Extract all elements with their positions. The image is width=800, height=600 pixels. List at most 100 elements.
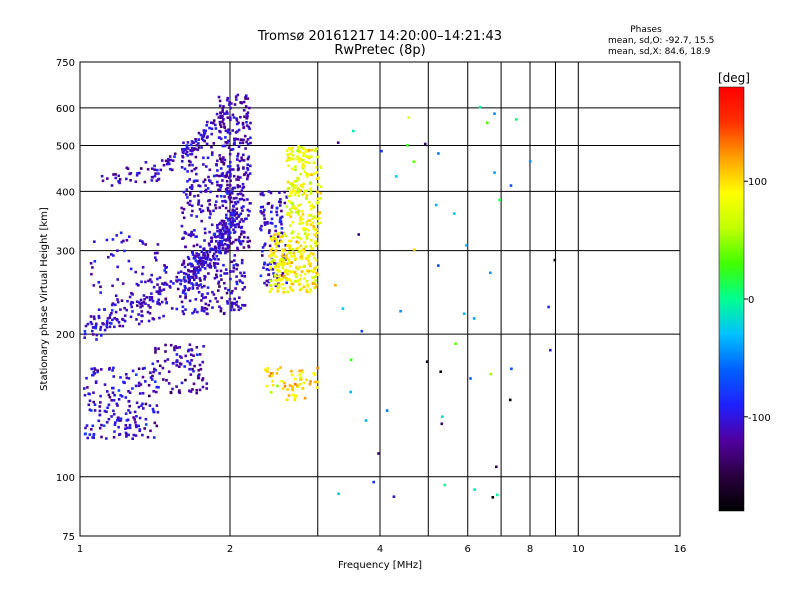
echo-point — [277, 265, 281, 269]
echo-point — [300, 257, 303, 261]
echo-point — [224, 222, 228, 225]
echo-point — [202, 252, 205, 255]
echo-point — [266, 220, 269, 224]
echo-point — [127, 377, 131, 380]
echo-point — [273, 259, 276, 262]
echo-point — [189, 149, 193, 152]
echo-point — [202, 263, 206, 266]
echo-point — [247, 155, 251, 159]
echo-point — [229, 175, 232, 178]
echo-point — [206, 255, 210, 259]
echo-point — [208, 265, 211, 269]
echo-point — [103, 328, 107, 332]
echo-point — [235, 119, 239, 122]
echo-point — [244, 97, 247, 100]
echo-point — [192, 244, 196, 248]
echo-point — [282, 274, 286, 278]
echo-point — [188, 262, 192, 265]
echo-point — [246, 142, 250, 146]
echo-point — [271, 380, 274, 383]
echo-point — [117, 179, 120, 183]
echo-point — [268, 244, 272, 248]
echo-point — [93, 409, 97, 412]
echo-point — [246, 138, 250, 141]
echo-point — [227, 228, 231, 232]
echo-point — [249, 164, 252, 168]
echo-point — [263, 243, 266, 247]
echo-point — [103, 383, 107, 386]
echo-point — [116, 404, 119, 407]
echo-point — [212, 209, 215, 213]
echo-point — [119, 376, 122, 379]
echo-point — [297, 187, 301, 191]
echo-point — [229, 179, 232, 182]
echo-point — [137, 405, 141, 409]
echo-point — [454, 342, 457, 345]
echo-point — [228, 222, 231, 226]
echo-point — [289, 224, 292, 227]
x-tick-label: 1 — [77, 544, 83, 555]
echo-point — [195, 235, 198, 238]
echo-point — [200, 286, 204, 289]
echo-point — [319, 185, 323, 188]
echo-point — [275, 245, 278, 249]
echo-point — [307, 259, 310, 263]
echo-point — [372, 480, 375, 484]
echo-point — [288, 208, 292, 211]
echo-point — [141, 266, 145, 269]
echo-point — [208, 126, 211, 130]
echo-point — [181, 291, 185, 294]
echo-point — [208, 168, 212, 172]
echo-point — [270, 210, 273, 214]
echo-point — [198, 363, 202, 367]
echo-point — [221, 204, 225, 207]
echo-point — [217, 242, 220, 246]
echo-point — [195, 388, 198, 392]
echo-point — [113, 393, 116, 397]
echo-point — [204, 184, 207, 187]
echo-point — [148, 296, 151, 299]
echo-point — [138, 301, 141, 304]
echo-point — [294, 377, 297, 381]
y-tick-label: 75 — [62, 532, 75, 543]
echo-point — [305, 189, 308, 193]
echo-point — [171, 387, 174, 391]
echo-point — [313, 241, 317, 245]
echo-point — [299, 376, 303, 380]
echo-point — [319, 221, 322, 225]
echo-point — [316, 273, 319, 276]
echo-point — [224, 129, 228, 132]
echo-point — [153, 174, 157, 178]
echo-point — [226, 186, 229, 190]
echo-point — [143, 427, 146, 430]
echo-point — [218, 104, 222, 108]
echo-point — [116, 249, 119, 252]
echo-point — [106, 317, 110, 320]
echo-point — [241, 123, 245, 126]
echo-point — [173, 152, 177, 156]
echo-point — [240, 230, 244, 233]
echo-point — [242, 205, 245, 208]
echo-point — [131, 301, 135, 304]
echo-point — [162, 163, 166, 167]
echo-point — [232, 197, 236, 200]
echo-point — [309, 288, 312, 291]
echo-point — [298, 288, 302, 292]
echo-point — [218, 206, 221, 209]
echo-point — [197, 146, 201, 149]
echo-point — [274, 282, 277, 286]
echo-point — [265, 283, 269, 287]
echo-point — [314, 279, 317, 282]
echo-point — [189, 191, 192, 195]
echo-point — [186, 150, 189, 154]
echo-point — [290, 167, 294, 171]
echo-point — [100, 435, 103, 439]
echo-point — [99, 291, 102, 294]
echo-point — [110, 253, 113, 256]
echo-point — [238, 198, 242, 201]
echo-point — [182, 190, 186, 194]
echo-point — [99, 328, 102, 331]
grid-lines — [80, 62, 680, 536]
echo-point — [270, 217, 274, 221]
